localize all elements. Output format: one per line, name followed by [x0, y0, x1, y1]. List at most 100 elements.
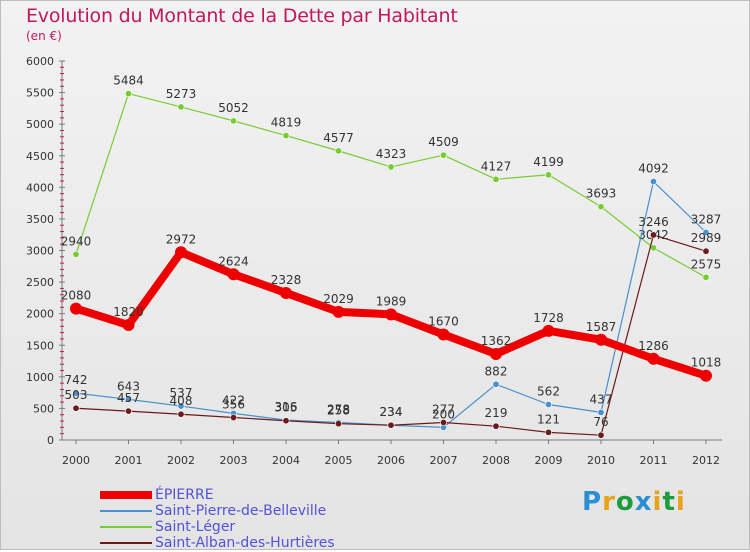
data-point — [542, 324, 555, 337]
logo-letter: i — [652, 487, 663, 517]
data-label: 1362 — [481, 334, 512, 348]
data-label: 200 — [432, 407, 455, 421]
legend-label: Saint-Léger — [155, 519, 236, 535]
data-label: 1018 — [691, 356, 722, 370]
data-label: 278 — [327, 402, 350, 416]
data-point — [544, 401, 552, 409]
data-point — [122, 319, 135, 332]
data-point — [387, 163, 395, 171]
data-point — [227, 268, 240, 281]
data-point — [597, 203, 605, 211]
x-tick-label: 2010 — [587, 454, 615, 467]
data-label: 4199 — [533, 155, 564, 169]
data-label: 4323 — [376, 147, 407, 161]
y-tick-label: 4500 — [26, 150, 54, 163]
x-tick-label: 2009 — [535, 454, 563, 467]
data-label: 3693 — [586, 187, 617, 201]
chart-subtitle: (en €) — [26, 29, 62, 43]
y-tick-label: 1000 — [26, 371, 54, 384]
chart-title: Evolution du Montant de la Dette par Hab… — [26, 5, 458, 27]
data-label: 4509 — [428, 135, 459, 149]
data-label: 2624 — [218, 254, 249, 268]
x-tick-label: 2005 — [325, 454, 353, 467]
legend-swatch — [100, 526, 152, 528]
data-label: 537 — [170, 386, 193, 400]
y-tick-label: 3000 — [26, 245, 54, 258]
data-label: 2029 — [323, 292, 354, 306]
data-label: 356 — [222, 398, 245, 412]
data-label: 277 — [432, 403, 455, 417]
data-point — [437, 328, 450, 341]
y-tick-label: 3500 — [26, 213, 54, 226]
data-point — [702, 228, 710, 236]
x-tick-label: 2004 — [272, 454, 300, 467]
data-point — [439, 151, 447, 159]
x-tick-label: 2008 — [482, 454, 510, 467]
x-tick-label: 2012 — [692, 454, 720, 467]
data-label: 4092 — [638, 162, 669, 176]
y-tick-label: 6000 — [26, 55, 54, 68]
data-label: 258 — [327, 404, 350, 418]
data-label: 219 — [485, 406, 508, 420]
x-tick-label: 2006 — [377, 454, 405, 467]
legend-swatch — [100, 491, 152, 499]
data-point — [387, 421, 395, 429]
data-label: 3246 — [638, 215, 669, 229]
data-point — [282, 417, 290, 425]
data-point — [649, 178, 657, 186]
data-point — [282, 132, 290, 140]
data-label: 76 — [593, 415, 608, 429]
legend-label: Saint-Alban-des-Hurtières — [155, 535, 335, 551]
data-point — [595, 333, 607, 346]
data-point — [230, 414, 238, 422]
data-point — [597, 408, 605, 416]
data-label: 437 — [590, 392, 613, 406]
data-label: 5273 — [166, 87, 197, 101]
data-label: 5484 — [113, 74, 144, 88]
legend-label: ÉPIERRE — [155, 487, 214, 503]
data-label: 2972 — [166, 232, 197, 246]
data-point — [125, 407, 133, 415]
data-label: 503 — [65, 388, 88, 402]
data-point — [72, 389, 80, 397]
data-label: 4819 — [271, 116, 302, 130]
y-tick-label: 4000 — [26, 181, 54, 194]
data-point — [490, 347, 502, 360]
data-point — [647, 352, 660, 365]
data-label: 2080 — [61, 289, 92, 303]
data-point — [334, 420, 342, 428]
data-point — [334, 147, 342, 155]
data-point — [125, 90, 133, 98]
data-label: 1989 — [376, 294, 407, 308]
x-tick-label: 2000 — [62, 454, 90, 467]
legend-label: Saint-Pierre-de-Belleville — [155, 503, 327, 519]
data-point — [597, 431, 605, 439]
data-label: 234 — [380, 405, 403, 419]
data-label: 316 — [275, 400, 298, 414]
logo-letter: x — [634, 487, 653, 517]
data-label: 5052 — [218, 101, 249, 115]
data-label: 1286 — [638, 339, 669, 353]
data-point — [702, 273, 710, 281]
data-point — [492, 380, 500, 388]
proxiti-logo: Proxiti — [582, 487, 686, 517]
y-tick-label: 1500 — [26, 339, 54, 352]
data-point — [125, 395, 133, 403]
logo-letter: t — [662, 487, 676, 517]
legend-swatch — [100, 510, 152, 512]
data-point — [439, 419, 447, 427]
x-tick-label: 2002 — [167, 454, 195, 467]
data-label: 2940 — [61, 234, 92, 248]
data-label: 408 — [170, 394, 193, 408]
data-point — [230, 117, 238, 125]
data-point — [177, 103, 185, 111]
y-tick-label: 5500 — [26, 87, 54, 100]
data-point — [175, 246, 187, 259]
data-point — [492, 175, 500, 183]
data-label: 2328 — [271, 273, 302, 287]
data-label: 422 — [222, 393, 245, 407]
data-point — [280, 286, 292, 299]
data-label: 2989 — [691, 231, 722, 245]
